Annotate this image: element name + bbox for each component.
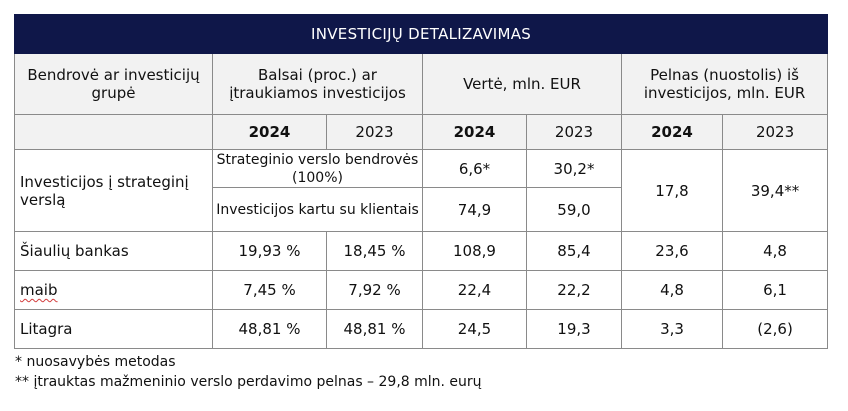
votes-2024: 7,45 % (212, 270, 327, 310)
footnotes: * nuosavybės metodas ** įtrauktas mažmen… (14, 352, 827, 392)
profit-2024: 4,8 (621, 270, 723, 310)
footnote-retail-transfer: ** įtrauktas mažmeninio verslo perdavimo… (15, 374, 482, 390)
header-value: Vertė, mln. EUR (422, 53, 622, 115)
strategic-sub2-name: Investicijos kartu su klientais (212, 187, 423, 232)
header-profit: Pelnas (nuostolis) iš investicijos, mln.… (620, 53, 829, 115)
profit-2024: 3,3 (621, 309, 723, 349)
profit-2023: (2,6) (721, 309, 829, 349)
strategic-sub1-value-2023: 30,2* (526, 149, 622, 188)
strategic-label: Investicijos į strateginį verslą (14, 149, 213, 232)
profit-year-2023: 2023 (721, 114, 829, 150)
value-year-2023: 2023 (526, 114, 622, 150)
strategic-sub1-name: Strateginio verslo bendrovės (100%) (212, 149, 423, 188)
votes-2024: 19,93 % (212, 231, 327, 271)
votes-2024: 48,81 % (212, 309, 327, 349)
row-name: maib (14, 270, 213, 310)
votes-2023: 48,81 % (326, 309, 423, 349)
votes-2023: 7,92 % (326, 270, 423, 310)
header-company: Bendrovė ar investicijų grupė (14, 53, 213, 115)
table-row: Litagra 48,81 % 48,81 % 24,5 19,3 3,3 (2… (14, 309, 829, 349)
table-title: INVESTICIJŲ DETALIZAVIMAS (13, 14, 829, 54)
row-name: Šiaulių bankas (14, 231, 213, 271)
profit-year-2024: 2024 (621, 114, 723, 150)
value-2023: 85,4 (526, 231, 622, 271)
votes-year-2023: 2023 (326, 114, 423, 150)
table-row: Investicijos kartu su klientais 74,9 59,… (15, 187, 828, 232)
row-name-text: maib (20, 281, 58, 299)
profit-2023: 6,1 (721, 270, 829, 310)
table-row: Investicijos į strateginį verslą Strateg… (14, 149, 829, 232)
table-row: Šiaulių bankas 19,93 % 18,45 % 108,9 85,… (14, 231, 829, 271)
strategic-sub2-value-2023: 59,0 (526, 187, 622, 232)
votes-2023: 18,45 % (326, 231, 423, 271)
strategic-sub1-value-2024: 6,6* (422, 149, 527, 188)
value-2024: 24,5 (422, 309, 527, 349)
year-row-empty-cell (14, 114, 213, 150)
footnote-equity-method: * nuosavybės metodas (15, 354, 176, 370)
investment-details-table: INVESTICIJŲ DETALIZAVIMAS Bendrovė ar in… (13, 14, 829, 349)
value-2023: 19,3 (526, 309, 622, 349)
year-row: 2024 2023 2024 2023 2024 2023 (14, 114, 829, 150)
strategic-profit-2023: 39,4** (721, 149, 829, 232)
profit-2024: 23,6 (621, 231, 723, 271)
value-2024: 108,9 (422, 231, 527, 271)
value-2024: 22,4 (422, 270, 527, 310)
table-row: maib 7,45 % 7,92 % 22,4 22,2 4,8 6,1 (14, 270, 829, 310)
header-votes: Balsai (proc.) ar įtraukiamos investicij… (212, 53, 423, 115)
row-name: Litagra (14, 309, 213, 349)
header-row: Bendrovė ar investicijų grupė Balsai (pr… (14, 53, 829, 115)
strategic-profit-2024: 17,8 (621, 149, 723, 232)
profit-2023: 4,8 (721, 231, 829, 271)
value-2023: 22,2 (526, 270, 622, 310)
strategic-sub2-value-2024: 74,9 (422, 187, 527, 232)
votes-year-2024: 2024 (212, 114, 327, 150)
table-title-row: INVESTICIJŲ DETALIZAVIMAS (13, 14, 829, 54)
value-year-2024: 2024 (422, 114, 527, 150)
investment-details-table-wrapper: INVESTICIJŲ DETALIZAVIMAS Bendrovė ar in… (13, 14, 829, 392)
